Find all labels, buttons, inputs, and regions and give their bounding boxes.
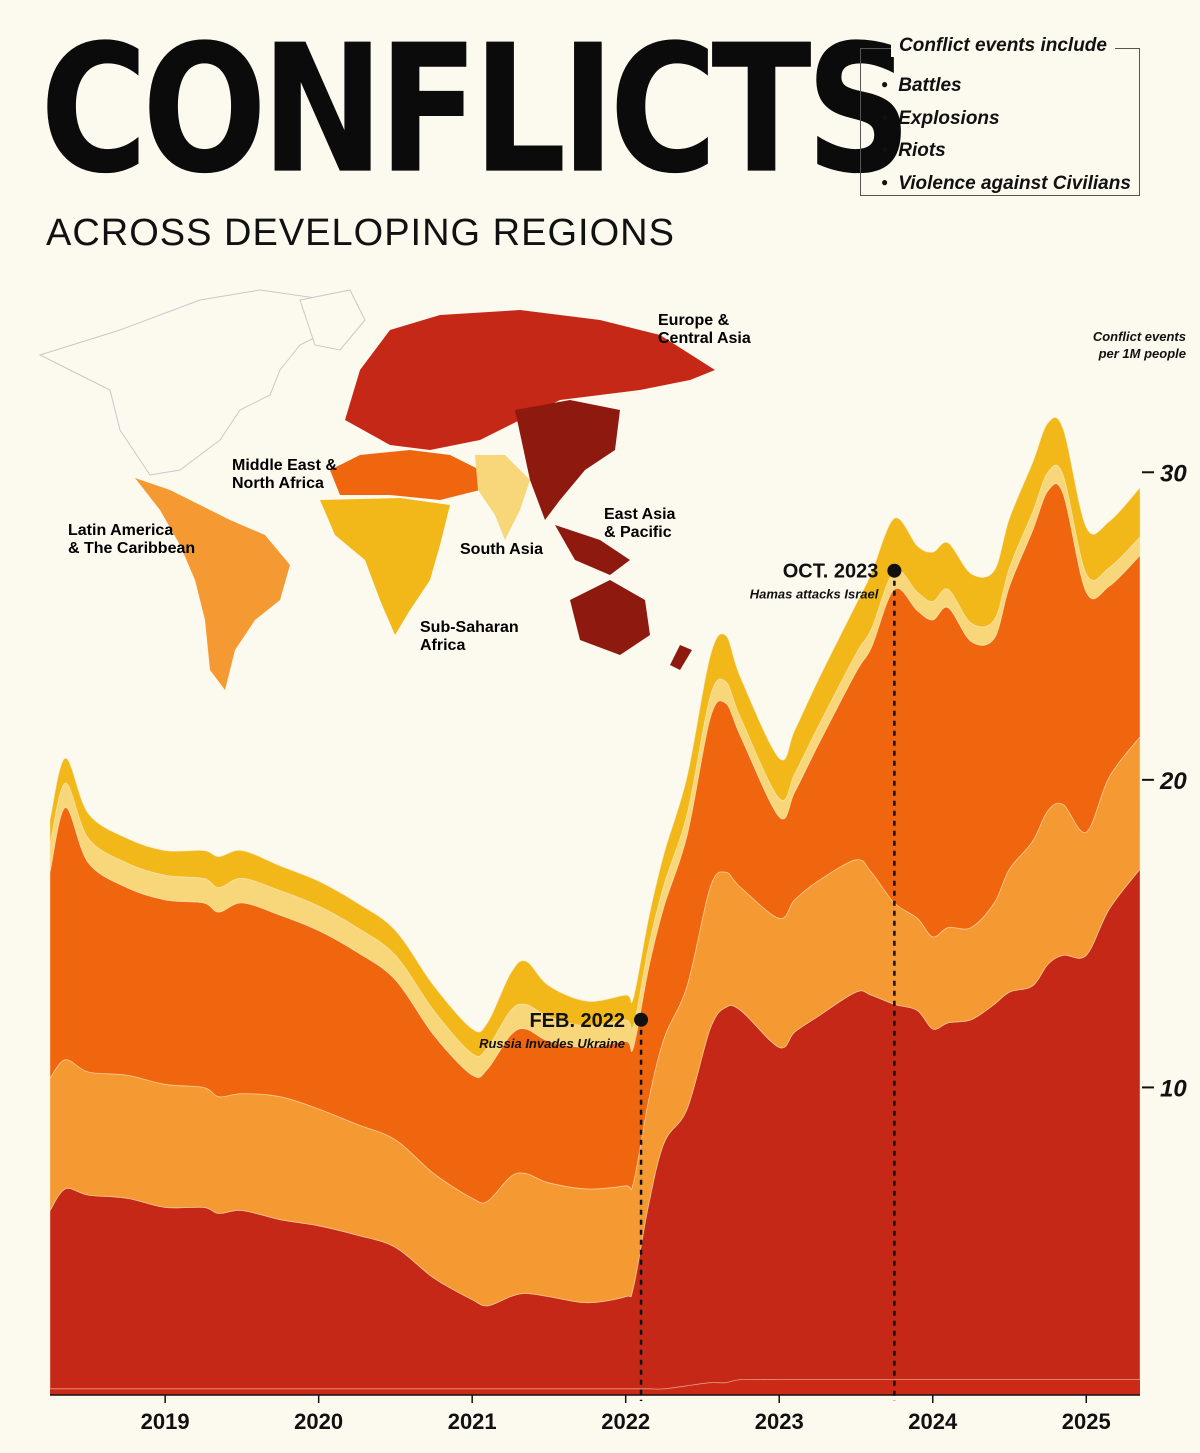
legend-item-riots: Riots <box>881 134 1139 167</box>
stacked-areas <box>49 417 1141 1395</box>
map-mena <box>330 450 480 500</box>
legend-item-explosions: Explosions <box>881 102 1139 135</box>
map-label-east-asia-pacific: East Asia & Pacific <box>604 506 676 541</box>
y-tick-label-30: 30 <box>1160 460 1187 487</box>
event-types-legend: Conflict events include Battles Explosio… <box>860 35 1140 199</box>
map-label-latin-america: Latin America & The Caribbean <box>68 522 195 557</box>
x-tick-label-2022: 2022 <box>601 1409 650 1434</box>
map-europe-central-asia <box>345 310 715 450</box>
world-map <box>38 289 715 690</box>
map-label-europe-central-asia: Europe & Central Asia <box>658 312 751 347</box>
map-label-sub-saharan-africa: Sub-Saharan Africa <box>420 619 519 654</box>
x-tick-label-2021: 2021 <box>448 1409 497 1434</box>
map-greenland <box>299 289 366 351</box>
area-latin-america-the-caribbean <box>50 1379 1140 1395</box>
x-tick-label-2020: 2020 <box>294 1409 343 1434</box>
legend-title: Conflict events include <box>891 35 1115 57</box>
map-north-america <box>38 289 331 476</box>
map-east-asia <box>515 400 620 520</box>
y-axis-label: Conflict events per 1M people <box>1093 329 1186 361</box>
x-tick-label-2023: 2023 <box>755 1409 804 1434</box>
annotation-text-0: Russia Invades Ukraine <box>479 1036 625 1051</box>
map-label-south-asia: South Asia <box>460 541 543 558</box>
page-subtitle: ACROSS DEVELOPING REGIONS <box>46 212 675 254</box>
map-new-zealand <box>670 645 692 670</box>
annotation-dot-1 <box>887 563 902 578</box>
y-tick-label-10: 10 <box>1160 1075 1187 1102</box>
x-tick-label-2025: 2025 <box>1062 1409 1111 1434</box>
annotation-text-1: Hamas attacks Israel <box>750 587 879 602</box>
annotation-title-0: FEB. 2022 <box>529 1010 625 1032</box>
x-tick-label-2019: 2019 <box>141 1409 190 1434</box>
event-annotations: FEB. 2022 Russia Invades Ukraine OCT. 2023… <box>479 561 902 1401</box>
annotation-title-1: OCT. 2023 <box>783 561 879 583</box>
map-south-asia <box>475 455 530 540</box>
area-east-asia-pacific <box>49 417 1141 1057</box>
y-tick-label-20: 20 <box>1159 768 1187 795</box>
legend-list: Battles Explosions Riots Violence agains… <box>861 49 1139 199</box>
map-latin-america <box>135 478 290 690</box>
map-southeast-asia <box>555 525 630 575</box>
legend-item-battles: Battles <box>881 69 1139 102</box>
x-tick-label-2024: 2024 <box>908 1409 958 1434</box>
chart-axes: 2019 2020 2021 2022 2023 2024 2025 10 20 30 <box>50 460 1187 1434</box>
annotation-dot-0 <box>634 1012 649 1027</box>
map-sub-saharan-africa <box>320 498 450 635</box>
map-label-mena: Middle East & North Africa <box>232 457 337 492</box>
legend-item-violence: Violence against Civilians <box>881 167 1139 200</box>
map-australia <box>570 580 650 655</box>
page-title: CONFLICTS <box>40 7 912 214</box>
map-labels: Europe & Central Asia Middle East & North … <box>68 312 751 654</box>
